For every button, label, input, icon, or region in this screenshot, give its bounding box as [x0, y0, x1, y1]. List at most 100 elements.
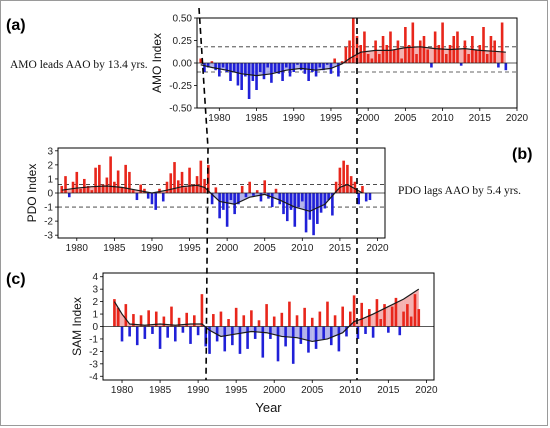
- amo-bar: [459, 63, 463, 66]
- amo-bar: [422, 36, 426, 63]
- sam-bar: [113, 299, 116, 327]
- pdo-bar: [86, 185, 90, 193]
- pdo-bar: [342, 160, 345, 193]
- sam-bar: [231, 326, 234, 346]
- sam-bar: [185, 312, 189, 327]
- amo-bar: [311, 63, 314, 72]
- pdo-bar: [248, 181, 251, 193]
- pdo-bar: [229, 193, 233, 201]
- pdo-bar: [353, 181, 357, 193]
- sam-bar: [272, 316, 276, 327]
- pdo-bar: [361, 185, 364, 193]
- pdo-bar: [128, 171, 131, 193]
- sam-bar: [322, 326, 325, 339]
- sam-ylabel: SAM Index: [70, 297, 84, 356]
- pdo-ytick-label: 1: [47, 174, 53, 185]
- pdo-bar: [135, 193, 139, 201]
- amo-bar: [463, 40, 467, 63]
- amo-bar: [299, 63, 303, 71]
- pdo-bar: [79, 188, 82, 193]
- sam-bar: [189, 326, 192, 344]
- sam-xtick-label: 2010: [339, 385, 362, 396]
- sam-xtick-label: 2005: [301, 385, 324, 396]
- amo-bar: [482, 27, 485, 63]
- sam-bar: [170, 306, 173, 327]
- pdo-bar: [346, 164, 349, 193]
- amo-bar: [396, 40, 400, 63]
- pdo-bar: [113, 181, 116, 193]
- amo-bar: [500, 22, 504, 63]
- amo-bar: [363, 31, 366, 63]
- sam-bar: [409, 316, 413, 327]
- sam-bar: [288, 301, 291, 327]
- amo-bar: [225, 63, 229, 72]
- amo-bar: [351, 18, 355, 63]
- pdo-bar: [195, 176, 199, 193]
- amo-bar: [497, 63, 500, 68]
- amo-bar: [203, 63, 206, 72]
- pdo-bar: [263, 180, 267, 193]
- sam-bar: [139, 315, 143, 327]
- sam-bar: [341, 306, 344, 327]
- pdo-xtick-label: 2000: [216, 243, 239, 254]
- amo-bar: [374, 40, 377, 63]
- amo-xtick-label: 1995: [320, 113, 343, 124]
- sam-bar: [364, 326, 367, 334]
- pdo-bar: [169, 173, 173, 193]
- sam-bar: [154, 311, 158, 327]
- sam-bar: [390, 306, 394, 327]
- pdo-bar: [218, 193, 221, 219]
- amo-xtick-label: 2020: [506, 113, 529, 124]
- sam-bar: [181, 326, 185, 333]
- amo-bar: [378, 54, 381, 63]
- sam-bar: [356, 326, 360, 339]
- amo-bar: [296, 63, 299, 65]
- amo-bar: [229, 63, 232, 81]
- amo-bar: [392, 49, 396, 63]
- pdo-bar: [124, 164, 127, 193]
- amo-bar: [489, 36, 493, 63]
- amo-bar: [273, 63, 277, 72]
- amo-bar: [270, 63, 273, 83]
- amo-bar: [344, 46, 348, 63]
- sam-bar: [402, 311, 405, 327]
- amo-bar: [340, 61, 344, 63]
- amo-bar: [277, 63, 281, 74]
- pdo-bar: [338, 167, 342, 193]
- sam-bar: [318, 311, 322, 327]
- pdo-bar: [139, 184, 142, 193]
- amo-chart: 1980 1985 1990 1995 2000 2005 2010 2015 2020 -0.5…: [150, 14, 529, 125]
- pdo-bar: [161, 193, 165, 202]
- sam-bar: [387, 326, 390, 333]
- sam-bar: [345, 326, 348, 337]
- pdo-bar: [98, 164, 101, 193]
- sam-bar: [371, 326, 375, 338]
- amo-bar: [389, 31, 392, 63]
- pdo-bar: [334, 181, 338, 193]
- pdo-bar: [357, 193, 360, 205]
- amo-bar: [292, 63, 296, 72]
- pdo-bar: [199, 160, 203, 193]
- sam-smooth-area: [354, 319, 362, 327]
- pdo-bar: [109, 156, 112, 193]
- sam-bar: [158, 326, 162, 349]
- sam-bar: [360, 302, 364, 327]
- amo-bar: [407, 45, 411, 63]
- pdo-bar: [120, 187, 124, 193]
- sam-ytick-label: -1: [89, 334, 98, 345]
- sam-ytick-label: 2: [92, 297, 98, 308]
- amo-bar: [255, 63, 258, 90]
- sam-bar: [329, 326, 333, 346]
- pdo-bar: [75, 171, 79, 193]
- pdo-xtick-label: 1985: [103, 243, 126, 254]
- pdo-xtick-label: 2020: [366, 243, 389, 254]
- sam-ytick-label: 3: [92, 285, 98, 296]
- pdo-lag-note: PDO lags AAO by 5.4 yrs.: [398, 185, 521, 197]
- amo-ylabel: AMO Index: [150, 33, 164, 93]
- amo-xtick-label: 2005: [394, 113, 417, 124]
- pdo-bar: [180, 171, 184, 193]
- panel-label-a: (a): [6, 17, 26, 34]
- pdo-bar: [150, 193, 154, 205]
- amo-bar: [333, 58, 336, 63]
